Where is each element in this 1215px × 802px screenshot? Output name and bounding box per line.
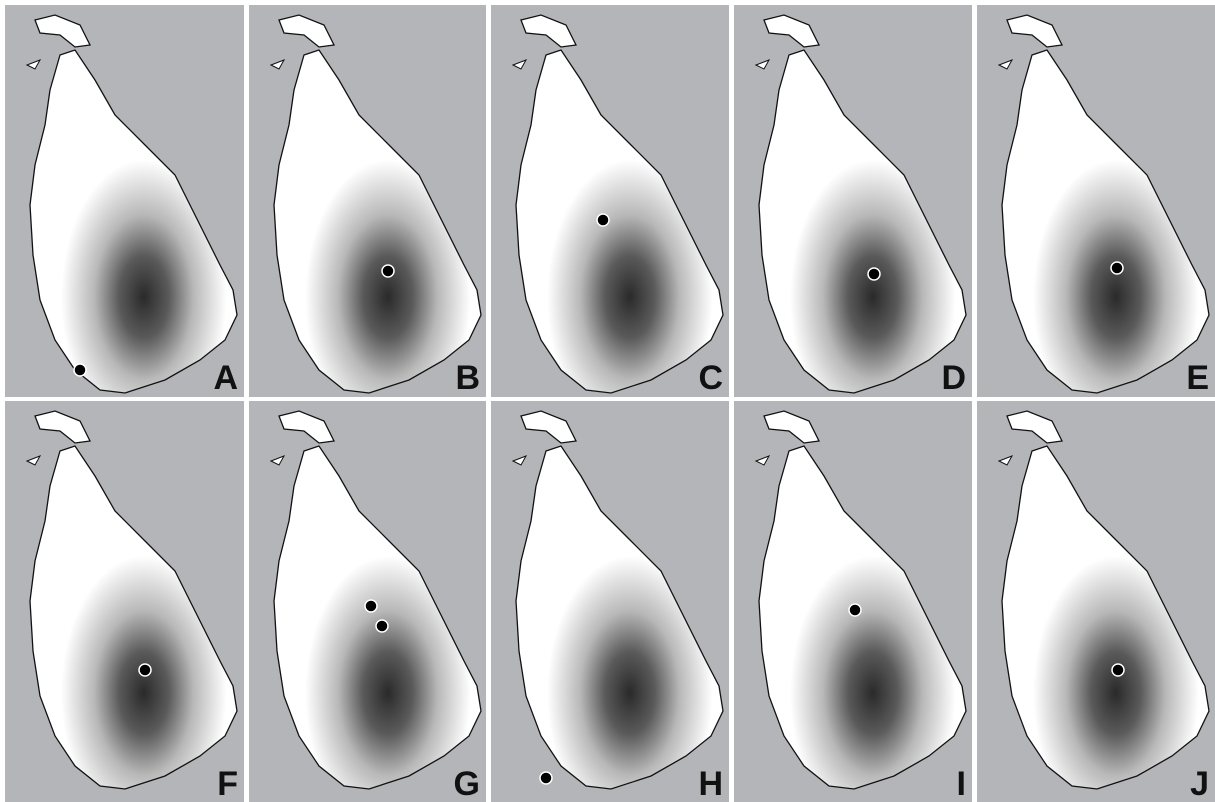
locality-dot <box>1112 664 1124 676</box>
locality-dot <box>597 214 609 226</box>
panel: C <box>491 5 729 397</box>
locality-dot <box>382 265 394 277</box>
panel-label: D <box>941 359 966 397</box>
locality-dot <box>376 620 388 632</box>
panel: E <box>977 5 1215 397</box>
panel: H <box>491 401 729 802</box>
panel: B <box>249 5 486 397</box>
locality-dot <box>868 268 880 280</box>
locality-dot <box>139 664 151 676</box>
panel-label: E <box>1186 359 1209 397</box>
panel-label: I <box>957 765 966 802</box>
page: {"panels": [{"label": "A"}, {"label": "B… <box>0 0 1215 802</box>
panel: I <box>734 401 972 802</box>
panel-label: G <box>454 765 480 802</box>
panel-label: H <box>698 765 723 802</box>
locality-dot <box>540 772 552 784</box>
figure: A B C D E F G H I <box>0 0 1215 802</box>
locality-dot <box>1111 262 1123 274</box>
panel: D <box>734 5 972 397</box>
panel-label: C <box>698 359 723 397</box>
panel-label: A <box>213 359 238 397</box>
panel: J <box>977 401 1215 802</box>
locality-dot <box>365 600 377 612</box>
locality-dot <box>849 604 861 616</box>
panel-label: B <box>455 359 480 397</box>
panel-label: F <box>217 765 238 802</box>
panel: F <box>5 401 244 802</box>
panel: A <box>5 5 244 397</box>
panel: G <box>249 401 486 802</box>
locality-dot <box>74 364 86 376</box>
panel-label: J <box>1190 765 1209 802</box>
